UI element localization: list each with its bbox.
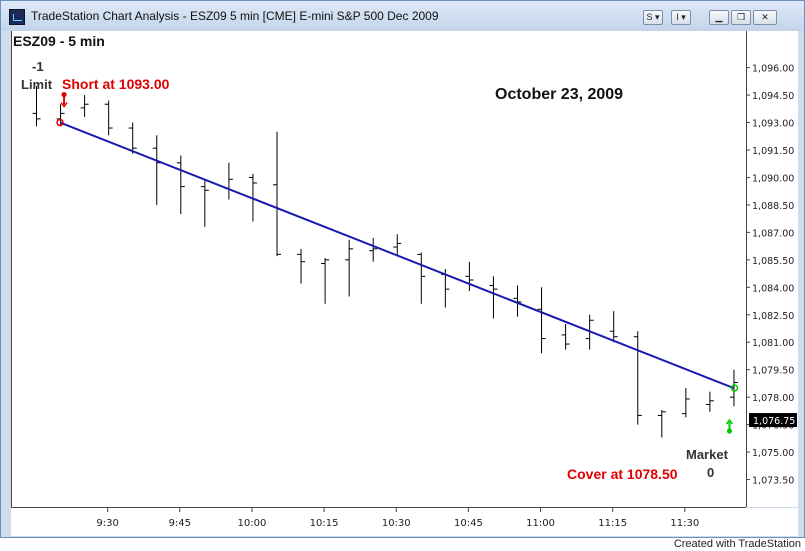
last-price-label: 1,076.75 — [753, 416, 795, 427]
ohlc-bar — [561, 323, 570, 350]
ohlc-bar — [297, 248, 306, 284]
time-tick-label: 10:00 — [238, 518, 267, 529]
ohlc-bar — [633, 331, 642, 425]
window-title: TradeStation Chart Analysis - ESZ09 5 mi… — [31, 9, 439, 23]
ohlc-bar — [152, 135, 161, 205]
ohlc-bar — [609, 311, 618, 343]
time-tick-label: 11:00 — [526, 518, 555, 529]
exit-order-type: Market — [686, 447, 728, 462]
ohlc-bar — [345, 239, 354, 297]
exit-arrow-head — [726, 428, 733, 434]
ohlc-bar — [80, 95, 89, 118]
symbol-label: ESZ09 - 5 min — [13, 33, 105, 49]
ohlc-bar — [729, 369, 738, 407]
entry-order-type: Limit — [21, 77, 53, 92]
price-tick-label: 1,079.50 — [752, 366, 794, 377]
i-dropdown-button[interactable]: I ▾ — [671, 10, 691, 25]
ohlc-bar — [489, 276, 498, 319]
price-tick-label: 1,085.50 — [752, 256, 794, 267]
time-tick-label: 10:45 — [454, 518, 483, 529]
title-bar[interactable]: TradeStation Chart Analysis - ESZ09 5 mi… — [1, 1, 804, 31]
price-axis-svg: 1,096.00 1,094.50 1,093.00 1,091.50 1,090.00… — [746, 31, 797, 507]
price-axis[interactable]: 1,096.00 1,094.50 1,093.00 1,091.50 1,090.00… — [746, 31, 798, 507]
time-tick-label: 9:30 — [96, 518, 118, 529]
exit-quantity: 0 — [707, 465, 715, 480]
close-button[interactable]: ✕ — [753, 10, 777, 25]
price-tick-label: 1,093.00 — [752, 119, 794, 130]
price-tick-label: 1,078.00 — [752, 393, 794, 404]
price-tick-label: 1,073.50 — [752, 476, 794, 487]
tradestation-app-icon — [9, 9, 25, 25]
price-tick-label: 1,081.00 — [752, 338, 794, 349]
time-tick-label: 10:15 — [310, 518, 339, 529]
restore-button[interactable]: ❐ — [731, 10, 751, 25]
entry-arrow-tip — [60, 102, 68, 108]
price-tick-label: 1,075.00 — [752, 448, 794, 459]
price-tick-label: 1,094.50 — [752, 91, 794, 102]
trade-line — [59, 121, 734, 389]
ohlc-bar — [657, 409, 666, 438]
s-button-label: S — [646, 12, 653, 22]
ohlc-bar — [200, 179, 209, 227]
price-plot-area[interactable] — [11, 31, 762, 508]
time-tick-label: 11:30 — [670, 518, 699, 529]
i-button-label: I — [676, 12, 679, 22]
entry-label: Short at 1093.00 — [62, 76, 170, 92]
minimize-icon: ▁ — [715, 12, 723, 22]
price-tick-label: 1,082.50 — [752, 311, 794, 322]
price-tick-label: 1,084.00 — [752, 283, 794, 294]
ohlc-bar — [513, 285, 522, 317]
price-tick-label: 1,096.00 — [752, 64, 794, 75]
time-tick-label: 11:15 — [598, 518, 627, 529]
footer-credit: Created with TradeStation — [673, 538, 801, 550]
last-price-badge — [749, 413, 797, 428]
ohlc-bar — [393, 234, 402, 257]
close-icon: ✕ — [761, 12, 769, 22]
time-axis[interactable]: 9:30 9:45 10:00 10:15 10:30 10:45 11:00 11:15 11… — [11, 508, 798, 536]
ohlc-bar — [104, 100, 113, 136]
time-tick-label: 10:30 — [382, 518, 411, 529]
entry-quantity: -1 — [32, 59, 44, 74]
price-tick-label: 1,091.50 — [752, 146, 794, 157]
date-annotation: October 23, 2009 — [495, 86, 624, 103]
exit-arrow-tip — [725, 418, 734, 425]
entry-marker — [56, 118, 64, 127]
price-tick-label: 1,090.00 — [752, 173, 794, 184]
ohlc-bar — [321, 258, 330, 304]
ohlc-bar — [705, 391, 714, 412]
ohlc-bar — [224, 162, 233, 200]
ohlc-bar — [32, 85, 41, 127]
price-tick-label: 1,088.50 — [752, 201, 794, 212]
ohlc-bar — [369, 237, 378, 262]
chart-window: TradeStation Chart Analysis - ESZ09 5 mi… — [0, 0, 805, 538]
ohlc-bar — [176, 155, 185, 215]
minimize-button[interactable]: ▁ — [709, 10, 729, 25]
time-tick-label: 9:45 — [169, 518, 191, 529]
ohlc-bar — [417, 252, 426, 304]
time-axis-svg: 9:30 9:45 10:00 10:15 10:30 10:45 11:00 11:15 11… — [96, 508, 699, 529]
ohlc-bar — [128, 122, 137, 154]
s-dropdown-button[interactable]: S ▾ — [643, 10, 663, 25]
ohlc-bar — [273, 131, 281, 257]
price-chart-svg — [32, 85, 762, 438]
exit-label: Cover at 1078.50 — [567, 466, 678, 482]
exit-marker — [730, 384, 739, 392]
ohlc-bar — [681, 388, 690, 418]
entry-arrow-head — [61, 91, 67, 98]
ohlc-bar — [465, 261, 474, 291]
price-tick-label: 1,087.00 — [752, 228, 794, 239]
ohlc-bar — [537, 287, 546, 354]
restore-icon: ❐ — [736, 12, 746, 22]
